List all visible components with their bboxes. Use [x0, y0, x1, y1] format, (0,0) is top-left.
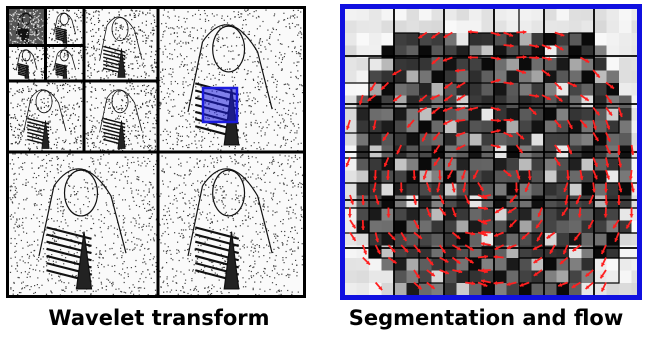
- figure-sketch: [99, 89, 143, 149]
- figure-sketch: [187, 168, 273, 290]
- figure-sketch: [23, 89, 67, 149]
- figure-sketch: [15, 49, 38, 79]
- figure-sketch: [38, 168, 127, 290]
- figure-sketch: [99, 16, 143, 78]
- flow-arrows: [345, 29, 635, 292]
- wavelet-image: [6, 6, 306, 298]
- figure-sketch: [53, 12, 77, 44]
- subband-grid: [6, 6, 306, 298]
- figure-sketch: [53, 49, 77, 79]
- wavelet-panel: [6, 6, 306, 298]
- segmentation-panel: [340, 4, 642, 300]
- segmentation-caption: Segmentation and flow: [348, 306, 624, 330]
- speckle-texture: [159, 154, 305, 298]
- quadtree-lines: [343, 7, 642, 296]
- segmentation-frame: [340, 4, 642, 300]
- highlight-block: [201, 86, 239, 124]
- speckle-texture: [9, 153, 160, 298]
- wavelet-caption: Wavelet transform: [48, 306, 270, 330]
- segmentation-image: [340, 4, 642, 300]
